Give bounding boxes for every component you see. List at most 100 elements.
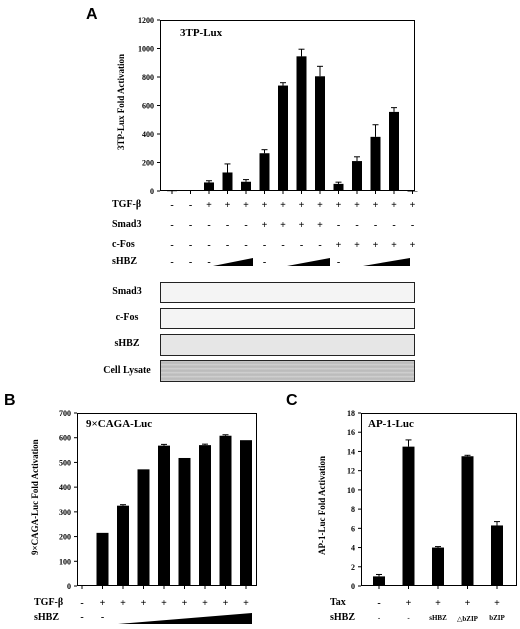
sign-shbz-a: - [336,257,341,268]
sign-tax: + [494,598,500,609]
row-label-shbz-b: sHBZ [34,612,60,623]
sign-tgfb-a: + [298,200,305,211]
sign-tax: + [405,598,412,609]
dose-wedge-a3 [363,258,410,266]
sign-tgfb-b: + [222,598,229,609]
sign-tgfb-b: + [161,598,167,609]
sign-tgfb-a: + [409,200,416,211]
sign-cfos: + [391,240,397,251]
chart-c-title: AP-1-Luc [368,418,414,430]
sign-cfos: - [281,240,285,251]
chart-b-ytick-label: 700 [59,409,71,418]
sign-smad3: - [170,220,174,231]
chart-a-bar [389,111,399,191]
chart-c-ytick-label: 12 [347,467,355,476]
chart-c-ytick-label: 10 [347,486,355,495]
chart-a-ytick-label: 0 [150,187,154,196]
sign-smad3: + [261,220,268,231]
chart-b-bar [240,440,252,586]
chart-a-ytick-label: 1000 [138,45,154,54]
chart-a-bar [333,183,344,191]
blot-label-cell-lysate: Cell Lysate [103,365,151,376]
sign-smad3: - [207,220,211,231]
sign-smad3: - [244,220,248,231]
chart-b-bar [137,469,150,586]
sign-tgfb-b: + [202,598,208,609]
chart-c-bar [461,456,474,586]
sign-smad3: - [355,220,359,231]
sign-tgfb-a: + [354,200,360,211]
sign-tgfb-a: + [261,200,268,211]
chart-b-ytick-label: 0 [67,582,71,591]
chart-b-ytick-label: 400 [59,483,71,492]
sign-tgfb-a: + [372,200,379,211]
dose-wedge-a1 [213,258,253,266]
sign-tgfb-a: + [206,200,212,211]
sign-tgfb-a: + [280,200,286,211]
chart-a-title: 3TP-Lux [180,27,223,39]
blot-cell-lysate [160,360,415,382]
chart-a-bar [222,172,233,191]
sign-tgfb-b: + [99,598,106,609]
sign-smad3: - [392,220,396,231]
sign-tax: - [377,598,381,609]
chart-a-ytick-label: 1200 [138,16,154,25]
sign-smad3: - [336,220,341,231]
chart-b-bar [199,445,211,586]
sign-shbz-a: - [170,257,174,268]
sign-cfos: - [262,240,267,251]
chart-a-bar [259,153,270,191]
sign-smad3: - [373,220,378,231]
sign-cfos: - [207,240,211,251]
chart-a-bar [167,190,177,192]
sign-tax: + [435,598,441,609]
sign-cfos: - [299,240,304,251]
chart-c-ytick-label: 8 [351,505,355,514]
blot-label-cfos: c-Fos [115,312,139,323]
chart-c-ytick-label: 0 [351,582,355,591]
sign-shbz-b: - [80,612,84,623]
sign-cfos: - [188,240,193,251]
chart-a-bar [204,182,214,191]
chart-b-bar [158,445,170,586]
chart-a-bar [185,190,196,191]
sign-tgfb-b: + [181,598,188,609]
sign-shbz-c: - [407,614,410,622]
sign-cfos: + [335,240,342,251]
chart-c-ytick-label: 6 [351,524,355,533]
row-label-tgfb-b: TGF-β [34,597,64,608]
panel-letter-c: C [286,392,298,409]
panel-letter-a: A [86,6,98,23]
sign-smad3: - [410,220,415,231]
chart-c-bar [491,525,503,586]
dose-wedge-a2 [287,258,330,266]
sign-cfos: - [225,240,230,251]
chart-c-ytick-label: 4 [351,544,355,553]
chart-b-title: 9×CAGA-Luc [86,418,153,430]
chart-b-ytick-label: 200 [59,533,71,542]
row-label-tax: Tax [330,597,346,608]
chart-c-ytick-label: 14 [347,447,355,456]
sign-shbz-a: - [207,257,211,268]
sign-cfos: + [409,240,416,251]
sign-cfos: - [170,240,174,251]
chart-c-bar [402,446,415,586]
blot-smad3 [160,282,415,303]
sign-shbz-c: bZIP [489,614,505,622]
sign-tgfb-a: + [243,200,249,211]
sign-shbz-b: - [100,612,105,623]
chart-a-ytick-label: 600 [142,102,154,111]
blot-shbz [160,334,415,356]
blot-cfos [160,308,415,329]
sign-shbz-c: △bZIP [457,615,478,623]
sign-tax: + [464,598,471,609]
sign-tgfb-b: + [243,598,249,609]
chart-b-bar [117,505,129,586]
panel-letter-b: B [4,392,16,409]
blot-label-shbz: sHBZ [114,338,140,349]
blot-label-smad3: Smad3 [112,286,142,297]
row-label-shbz-a: sHBZ [112,256,138,267]
chart-b-bar [76,585,88,587]
sign-shbz-c: - [377,614,381,622]
sign-smad3: + [298,220,305,231]
